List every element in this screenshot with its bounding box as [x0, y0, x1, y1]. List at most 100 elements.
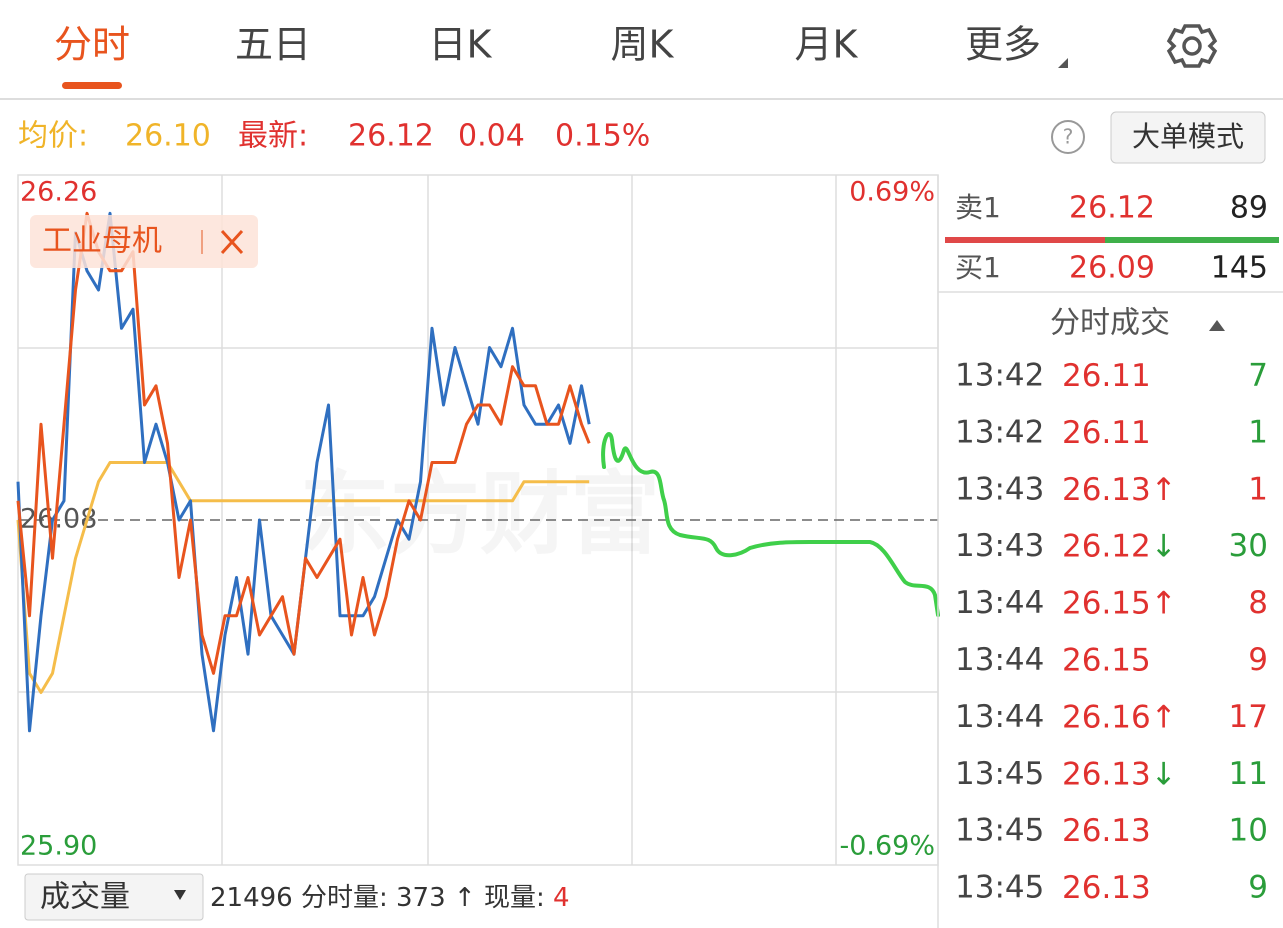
book-label: 买1 — [955, 251, 1001, 284]
book-volume: 89 — [1230, 191, 1268, 226]
settings-icon[interactable] — [1166, 24, 1218, 68]
trade-price: 26.11 — [1062, 414, 1151, 450]
mode-button-label[interactable]: 大单模式 — [1132, 120, 1244, 153]
price-line — [16, 461, 590, 694]
avg-label: 均价: — [18, 119, 88, 154]
trade-price-value: 26.15 — [1062, 585, 1151, 621]
y-tick-label: 26.26 — [20, 177, 97, 208]
trade-price-value: 26.13 — [1062, 813, 1151, 849]
compare-tag-label: 工业母机 — [42, 224, 162, 259]
more-caret — [1058, 58, 1068, 68]
trade-price-value: 26.13 — [1062, 471, 1151, 507]
trade-volume: 8 — [1248, 585, 1268, 621]
trade-price: 26.15 — [1062, 642, 1151, 678]
trade-time: 13:42 — [955, 358, 1044, 394]
trades-list: 13:42 26.11 713:42 26.11 113:43 26.13↑ 113:43 2… — [955, 358, 1268, 906]
trade-arrow: ↓ — [1151, 756, 1177, 792]
indicator-select[interactable] — [24, 873, 204, 921]
trade-time: 13:45 — [955, 870, 1044, 906]
trade-volume: 11 — [1229, 756, 1268, 792]
trades-title[interactable]: 分时成交 — [1050, 306, 1170, 341]
latest-value: 26.12 — [348, 119, 434, 154]
help-icon[interactable] — [1051, 120, 1085, 154]
book-price: 26.12 — [1069, 191, 1155, 226]
trade-price-value: 26.13 — [1062, 756, 1151, 792]
trade-volume: 17 — [1229, 699, 1268, 735]
trade-volume: 1 — [1248, 414, 1268, 450]
current-volume-label: 现量: — [484, 883, 545, 913]
compare-tag[interactable] — [30, 215, 258, 268]
price-line — [16, 211, 591, 675]
trade-volume: 9 — [1248, 870, 1268, 906]
trade-price: 26.16↑ — [1062, 699, 1177, 735]
trade-time: 13:44 — [955, 699, 1044, 735]
trade-price-value: 26.13 — [1062, 870, 1151, 906]
order-book: 卖1 26.12 89 买1 26.09 145 — [955, 191, 1268, 286]
tag-close[interactable] — [220, 229, 244, 255]
trade-time: 13:45 — [955, 813, 1044, 849]
book-label: 卖1 — [955, 191, 1001, 224]
trade-arrow: ↑ — [1151, 585, 1177, 621]
buy-bar — [1105, 237, 1279, 243]
y2-tick-label: -0.69% — [839, 831, 935, 862]
tab[interactable]: 周K — [611, 23, 675, 67]
trade-volume: 7 — [1248, 358, 1268, 394]
help-mark[interactable]: ? — [1063, 125, 1074, 149]
trade-price: 26.12↓ — [1062, 528, 1177, 564]
trade-time: 13:44 — [955, 585, 1044, 621]
gear-hub — [1182, 36, 1202, 56]
trade-arrow: ↑ — [1151, 699, 1177, 735]
trade-price: 26.15↑ — [1062, 585, 1177, 621]
tab[interactable]: 日K — [429, 23, 493, 67]
trade-time: 13:43 — [955, 471, 1044, 507]
y-tick-label: 25.90 — [20, 831, 97, 862]
tab[interactable]: 分时 — [54, 23, 130, 67]
trade-price-value: 26.12 — [1062, 528, 1151, 564]
watermark: 东方财富 — [300, 462, 660, 567]
trade-price: 26.13↑ — [1062, 471, 1177, 507]
change-pct: 0.15% — [555, 119, 650, 154]
trade-arrow: ↑ — [1151, 471, 1177, 507]
latest-label: 最新: — [238, 119, 308, 154]
sort-caret[interactable] — [1209, 320, 1225, 331]
volume-arrow: ↑ — [454, 883, 476, 913]
tab-bar: 分时 五日 日K 周K 月K 更多 — [54, 23, 1041, 67]
close-stroke — [220, 229, 244, 255]
sell-bar — [945, 237, 1105, 243]
total-volume: 21496 — [210, 883, 293, 913]
change: 0.04 — [458, 119, 525, 154]
hand-drawn-annotation — [601, 432, 940, 617]
trade-volume: 1 — [1248, 471, 1268, 507]
trade-price-value: 26.11 — [1062, 414, 1151, 450]
trade-time: 13:42 — [955, 414, 1044, 450]
trade-volume: 30 — [1229, 528, 1268, 564]
tab[interactable]: 月K — [795, 23, 859, 67]
minute-volume-label: 分时量: — [301, 883, 388, 913]
avg-value: 26.10 — [125, 119, 211, 154]
mode-button[interactable] — [1110, 111, 1266, 164]
trade-price: 26.13 — [1062, 870, 1151, 906]
tab[interactable]: 五日 — [235, 23, 311, 67]
trade-price-value: 26.11 — [1062, 358, 1151, 394]
trade-price-value: 26.15 — [1062, 642, 1151, 678]
tab[interactable]: 更多 — [965, 23, 1041, 67]
trade-time: 13:44 — [955, 642, 1044, 678]
trade-volume: 10 — [1229, 813, 1268, 849]
y2-tick-label: 0.69% — [849, 177, 935, 208]
current-volume: 4 — [553, 883, 570, 913]
book-volume: 145 — [1211, 251, 1268, 286]
trade-price: 26.13 — [1062, 813, 1151, 849]
trade-arrow: ↓ — [1151, 528, 1177, 564]
trade-time: 13:43 — [955, 528, 1044, 564]
tab-indicator — [62, 82, 122, 89]
volume-summary: 21496 分时量: 373 ↑ 现量: 4 — [210, 883, 570, 913]
select-caret[interactable] — [174, 890, 186, 900]
indicator-select-label[interactable]: 成交量 — [40, 880, 130, 915]
gear-outline — [1166, 24, 1218, 68]
trade-volume: 9 — [1248, 642, 1268, 678]
trade-price: 26.11 — [1062, 358, 1151, 394]
trade-price-value: 26.16 — [1062, 699, 1151, 735]
